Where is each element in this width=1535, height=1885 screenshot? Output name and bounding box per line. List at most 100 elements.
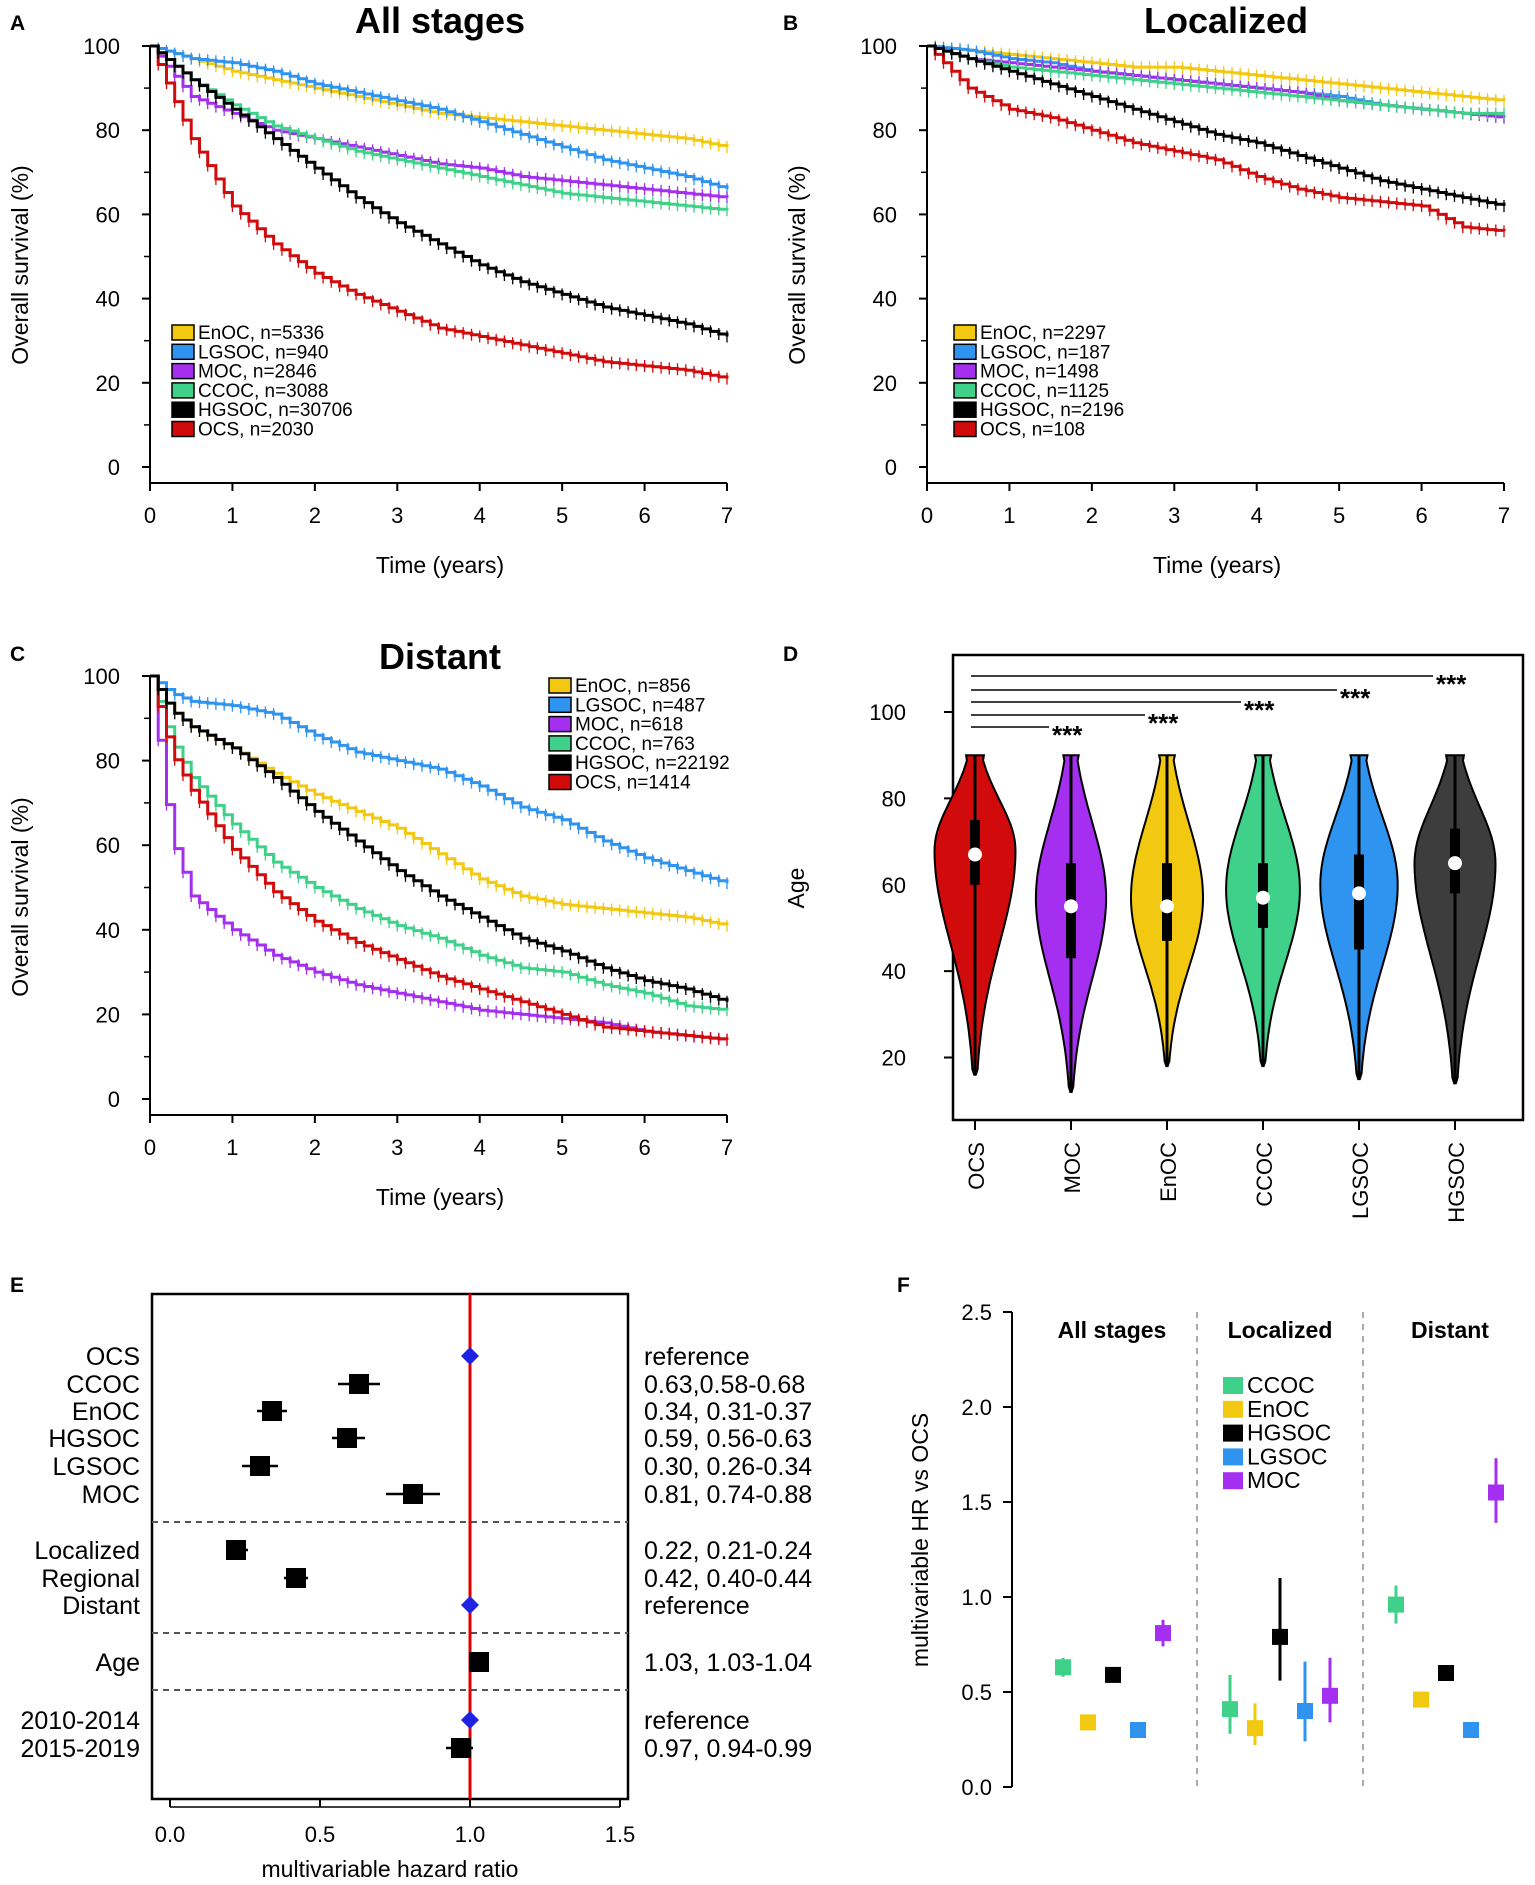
row-label: MOC (82, 1481, 140, 1509)
row-value: 0.97, 0.94-0.99 (644, 1735, 812, 1763)
survival-curves (150, 674, 729, 1046)
row-label: CCOC (66, 1371, 140, 1399)
censor-marks-ocs (157, 58, 728, 385)
y-tick-label: 0 (108, 455, 120, 480)
hr-marker-hgsoc (1272, 1628, 1288, 1645)
survival-curves (927, 40, 1506, 238)
median-dot (1256, 890, 1270, 905)
x-tick-label: 6 (638, 1135, 650, 1160)
hr-marker-ccoc (1388, 1596, 1404, 1613)
row-value: 0.34, 0.31-0.37 (644, 1398, 812, 1426)
legend-label: HGSOC (1247, 1420, 1331, 1446)
hr-marker (451, 1738, 471, 1758)
y-axis-label: Overall survival (%) (784, 165, 810, 364)
x-axis-ticks: OCS MOC EnOC CCOC LGSOC HGSOC (964, 1120, 1469, 1223)
x-tick-label: 2 (309, 1135, 321, 1160)
legend-swatch-moc (953, 362, 977, 380)
y-tick-label: 80 (96, 749, 120, 774)
x-tick-label: 6 (638, 503, 650, 528)
legend-swatch-moc (548, 715, 572, 733)
y-tick-label: 100 (860, 34, 897, 59)
y-axis-ticks: 0 20 40 60 80 100 (83, 34, 151, 483)
row-value: reference (644, 1707, 750, 1735)
censor-marks-hgsoc (157, 46, 728, 343)
panel-label-c: C (10, 643, 25, 666)
y-tick-label: 80 (96, 118, 120, 143)
x-tick-label: 0.5 (305, 1822, 336, 1847)
row-label: OCS (86, 1343, 140, 1371)
chart-title: Localized (1144, 0, 1308, 41)
x-tick-label: 7 (721, 1135, 733, 1160)
x-tick-label: 4 (1251, 503, 1263, 528)
row-label: Localized (34, 1537, 140, 1565)
hr-marker-hgsoc (1105, 1666, 1121, 1683)
curve-moc (150, 44, 729, 199)
hr-marker-moc (1488, 1484, 1504, 1501)
row-value: reference (644, 1343, 750, 1371)
legend-swatch-hgsoc (1223, 1424, 1243, 1442)
x-tick-label: 6 (1415, 503, 1427, 528)
y-tick-label: 100 (83, 34, 120, 59)
x-tick-label: 3 (391, 1135, 403, 1160)
survival-curves (150, 42, 729, 385)
y-tick-label: 60 (873, 202, 897, 227)
x-tick-label: EnOC (1156, 1142, 1181, 1202)
median-dot (1064, 899, 1078, 914)
significance-label: *** (1052, 720, 1083, 750)
legend-label: CCOC, n=3088 (198, 381, 328, 402)
y-tick-label: 0.0 (961, 1775, 992, 1800)
legend-label: LGSOC, n=487 (575, 695, 705, 716)
y-tick-label: 0.5 (961, 1680, 992, 1705)
legend-label: CCOC (1247, 1372, 1315, 1398)
legend-swatch-enoc (171, 324, 195, 341)
row-value: 0.22, 0.21-0.24 (644, 1537, 812, 1565)
row-label: Age (96, 1649, 140, 1677)
y-tick-label: 60 (96, 202, 120, 227)
legend-label: MOC (1247, 1467, 1301, 1493)
y-tick-label: 40 (882, 959, 906, 984)
x-tick-label: OCS (964, 1142, 989, 1190)
legend-swatch-ocs (548, 773, 572, 791)
x-axis-label: Time (years) (376, 552, 504, 578)
y-axis-label: Age (783, 868, 809, 909)
reference-marker (461, 1596, 479, 1614)
censor-marks-enoc (157, 42, 728, 153)
legend-swatch-moc (1223, 1472, 1243, 1490)
legend-label: MOC, n=1498 (980, 362, 1099, 383)
x-tick-label: 1 (226, 1135, 238, 1160)
legend-swatch-ccoc (548, 735, 572, 752)
y-tick-label: 40 (96, 918, 120, 943)
x-tick-label: HGSOC (1444, 1142, 1469, 1223)
panel-f: F multivariable HR vs OCS 0.0 0.5 1.0 1.5 2.… (897, 1274, 1504, 1800)
legend-swatch-lgsoc (953, 343, 977, 361)
panel-d: D Age 20 40 60 80 100 OCS MOC EnOC CCOC LGSOC HGS… (783, 643, 1525, 1223)
legend-swatch-moc (171, 362, 195, 380)
censor-marks-ocs (934, 48, 1505, 238)
violins (933, 754, 1497, 1093)
legend-label: OCS, n=2030 (198, 420, 314, 441)
median-dot (1352, 886, 1366, 901)
y-axis-ticks: 0 20 40 60 80 100 (83, 664, 151, 1115)
y-tick-label: 60 (882, 873, 906, 898)
legend-swatch-lgsoc (548, 696, 572, 714)
y-tick-label: 20 (882, 1046, 906, 1071)
panel-label-f: F (897, 1274, 910, 1297)
x-tick-label: 0 (921, 503, 933, 528)
legend-label: LGSOC (1247, 1443, 1328, 1469)
median-dot (1448, 856, 1462, 871)
censor-marks-hgsoc (934, 42, 1505, 212)
legend-label: MOC, n=618 (575, 715, 683, 736)
x-tick-label: 4 (474, 1135, 486, 1160)
row-value: 0.30, 0.26-0.34 (644, 1453, 812, 1481)
y-axis-label: multivariable HR vs OCS (907, 1413, 933, 1667)
legend-label: CCOC, n=1125 (980, 381, 1109, 402)
x-tick-label: 2 (1086, 503, 1098, 528)
x-tick-label: 3 (391, 503, 403, 528)
group-title: Localized (1228, 1317, 1333, 1343)
row-label: LGSOC (52, 1453, 140, 1481)
legend-label: OCS, n=108 (980, 420, 1085, 441)
y-tick-label: 100 (869, 700, 906, 725)
x-axis-label: Time (years) (376, 1184, 504, 1210)
